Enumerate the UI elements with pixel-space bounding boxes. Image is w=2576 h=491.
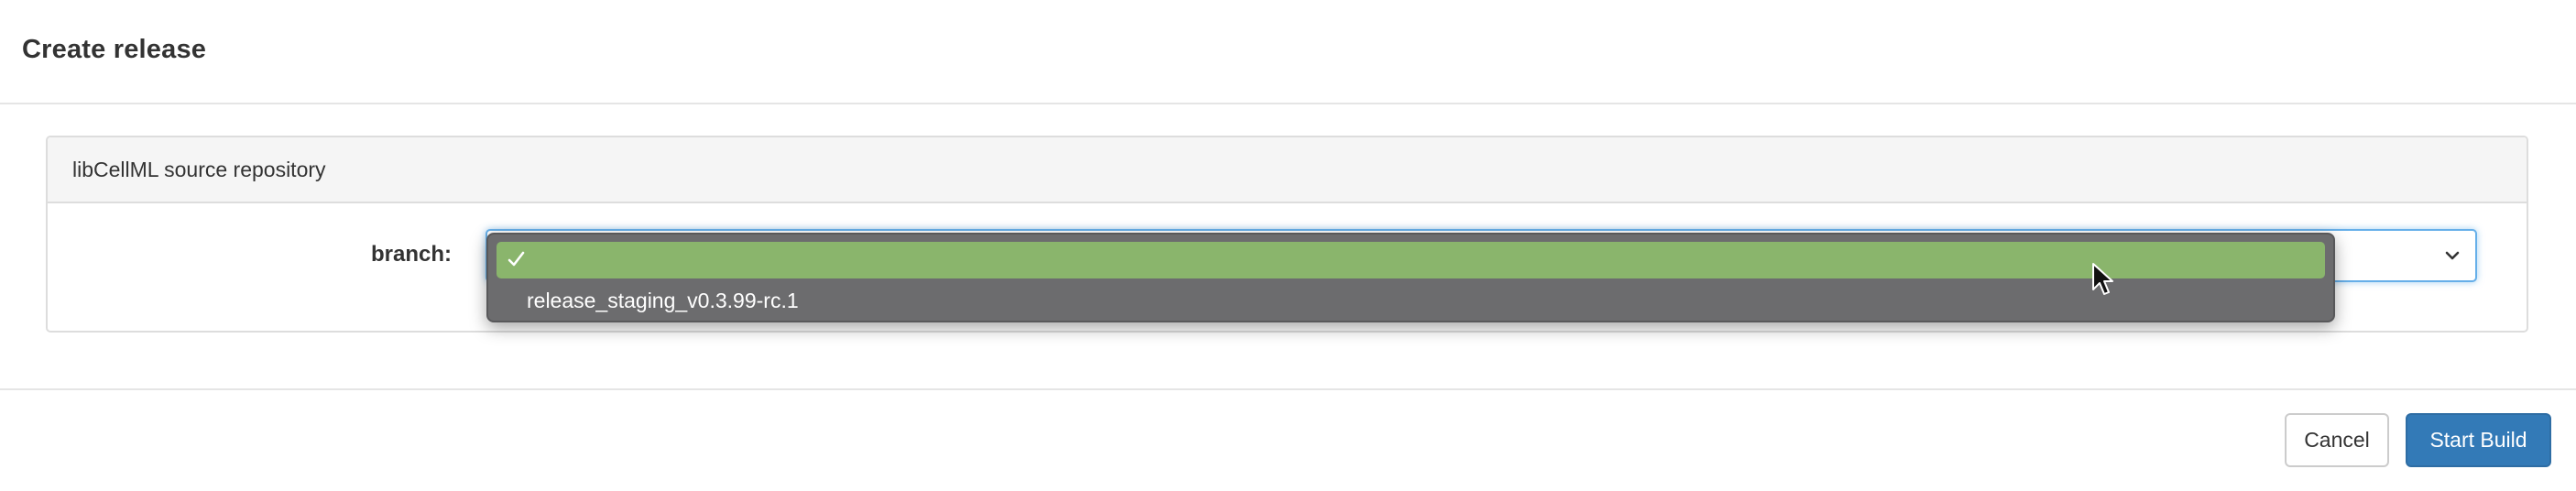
panel-heading: libCellML source repository	[48, 137, 2527, 203]
branch-option-empty-selected[interactable]	[497, 242, 2325, 278]
panel-title: libCellML source repository	[72, 158, 326, 181]
modal-header: Create release	[0, 0, 2576, 104]
branch-label: branch:	[371, 242, 453, 267]
cancel-button[interactable]: Cancel	[2285, 413, 2389, 467]
mouse-pointer-icon	[2092, 263, 2113, 295]
modal-title: Create release	[22, 35, 207, 64]
branch-option-release-staging[interactable]: release_staging_v0.3.99-rc.1	[527, 289, 799, 312]
chevron-down-icon	[2445, 251, 2460, 260]
modal-footer	[0, 388, 2576, 491]
start-build-button[interactable]: Start Build	[2406, 413, 2551, 467]
branch-dropdown-list[interactable]: release_staging_v0.3.99-rc.1	[486, 233, 2335, 322]
check-icon	[508, 251, 525, 267]
